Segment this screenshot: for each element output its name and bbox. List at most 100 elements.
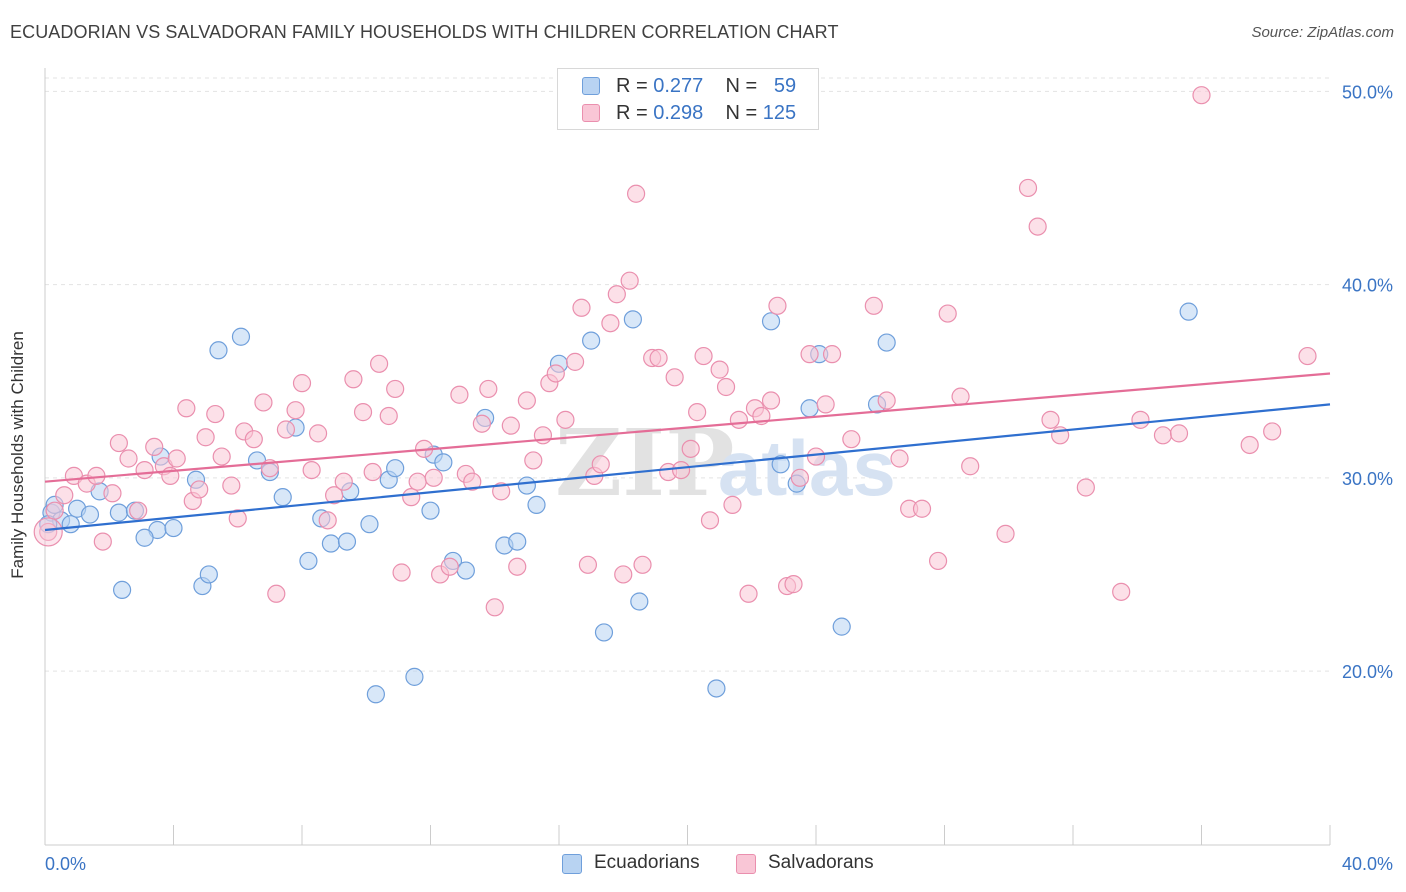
- salvadoran-point: [716, 377, 736, 397]
- y-tick-label: 50.0%: [1342, 82, 1393, 102]
- ecuadorian-point: [337, 532, 357, 551]
- y-tick-label: 20.0%: [1342, 662, 1393, 682]
- salvadoran-point: [614, 565, 633, 584]
- salvadoran-point: [492, 482, 511, 501]
- salvadoran-point: [601, 314, 620, 333]
- legend-label-ecuadorians: Ecuadorians: [594, 852, 700, 873]
- salvadoran-point: [665, 368, 684, 387]
- salvadoran-point: [572, 298, 591, 317]
- salvadoran-point: [912, 499, 932, 518]
- n-label: N =: [725, 75, 763, 97]
- salvadoran-point: [890, 449, 909, 468]
- salvadoran-point: [688, 403, 707, 422]
- salvadoran-point: [103, 484, 122, 503]
- y-tick-label: 30.0%: [1342, 469, 1393, 489]
- salvadoran-point: [694, 346, 713, 366]
- salvadoran-point: [1298, 346, 1317, 366]
- salvadoran-point: [1153, 426, 1173, 445]
- x-tick-label: 0.0%: [45, 854, 86, 874]
- salvadoran-point: [591, 455, 610, 474]
- salvadoran-point: [392, 563, 411, 582]
- salvadoran-point: [109, 433, 128, 453]
- salvadoran-point: [1112, 582, 1131, 601]
- r-label: R =: [616, 102, 654, 124]
- legend-stats-salvadorans: R = 0.298 N = 125: [616, 102, 796, 125]
- salvadoran-point: [806, 447, 826, 466]
- salvadoran-point: [212, 447, 231, 466]
- salvadoran-point: [167, 449, 186, 468]
- salvadoran-point: [308, 424, 328, 443]
- salvadoran-point: [363, 462, 382, 482]
- salvadoran-point: [626, 184, 646, 203]
- ecuadorian-point: [623, 310, 642, 329]
- salvadoran-point: [578, 555, 598, 574]
- salvadoran-point: [1240, 435, 1259, 455]
- source-credit: Source: ZipAtlas.com: [1251, 24, 1394, 41]
- salvadoran-point: [1169, 424, 1189, 443]
- salvadoran-point: [768, 296, 787, 315]
- salvadoran-point: [472, 414, 491, 433]
- salvadoran-point: [996, 524, 1015, 543]
- salvadoran-point: [790, 468, 810, 487]
- ecuadorians-trend-line: [44, 403, 1331, 532]
- ecuadorian-point: [231, 327, 251, 346]
- salvadoran-point: [877, 391, 896, 410]
- salvadoran-point: [761, 391, 781, 410]
- correlation-legend: R = 0.277 N = 59 R = 0.298 N = 125: [557, 68, 819, 130]
- salvadoran-point: [479, 379, 498, 399]
- salvadoran-point: [928, 551, 948, 571]
- salvadoran-point: [190, 480, 209, 499]
- salvadoran-point: [1131, 410, 1150, 429]
- salvadoran-point: [842, 430, 861, 449]
- salvadoran-point: [961, 457, 980, 476]
- n-label: N =: [725, 102, 763, 124]
- salvadoran-point: [700, 511, 720, 530]
- legend-label-salvadorans: Salvadorans: [768, 852, 874, 873]
- salvadoran-point: [524, 451, 543, 470]
- ecuadorian-point: [707, 679, 726, 698]
- ecuadorian-point: [164, 518, 183, 538]
- salvadoran-point: [302, 460, 321, 480]
- ecuadorian-point: [456, 561, 475, 580]
- ecuadorian-point: [135, 528, 154, 547]
- salvadoran-point: [710, 360, 729, 379]
- salvadoran-point: [1028, 217, 1047, 236]
- watermark-atlas: atlas: [718, 424, 896, 512]
- ecuadorian-point: [209, 341, 228, 360]
- salvadorans-trend-line: [44, 372, 1331, 483]
- salvadoran-point: [1018, 178, 1038, 198]
- salvadoran-point: [440, 557, 459, 576]
- ecuadorian-point: [109, 503, 128, 522]
- salvadoran-point: [822, 345, 842, 364]
- salvadoran-point: [517, 391, 536, 410]
- salvadoran-point: [39, 522, 58, 542]
- salvadoran-point: [1192, 86, 1211, 105]
- salvadoran-point: [177, 399, 196, 418]
- salvadoran-point: [424, 468, 443, 487]
- salvadoran-point: [222, 476, 241, 495]
- salvadoran-point: [93, 532, 112, 551]
- salvadoran-point: [649, 348, 668, 368]
- salvadoran-point: [723, 495, 742, 514]
- salvadoran-point: [800, 345, 819, 364]
- ecuadorian-point: [112, 580, 132, 600]
- y-tick-label: 40.0%: [1342, 276, 1393, 296]
- ecuadorian-point: [80, 505, 100, 524]
- series-legend: Ecuadorians Salvadorans: [0, 852, 1406, 878]
- salvadoran-point: [254, 393, 273, 412]
- y-axis-label: Family Households with Children: [8, 331, 27, 579]
- salvadoran-point: [864, 296, 883, 315]
- salvadoran-point: [344, 370, 363, 389]
- ecuadorians-swatch: [582, 77, 600, 95]
- salvadoran-point: [292, 374, 312, 393]
- salvadoran-point: [463, 472, 482, 491]
- ecuadorian-point: [630, 592, 649, 611]
- ecuadorian-point: [517, 476, 536, 495]
- salvadoran-point: [276, 420, 296, 439]
- ecuadorian-point: [1179, 302, 1198, 321]
- salvadoran-point: [325, 486, 344, 505]
- salvadoran-point: [286, 401, 305, 420]
- ecuadorian-point: [386, 459, 405, 478]
- salvadoran-point: [671, 460, 691, 480]
